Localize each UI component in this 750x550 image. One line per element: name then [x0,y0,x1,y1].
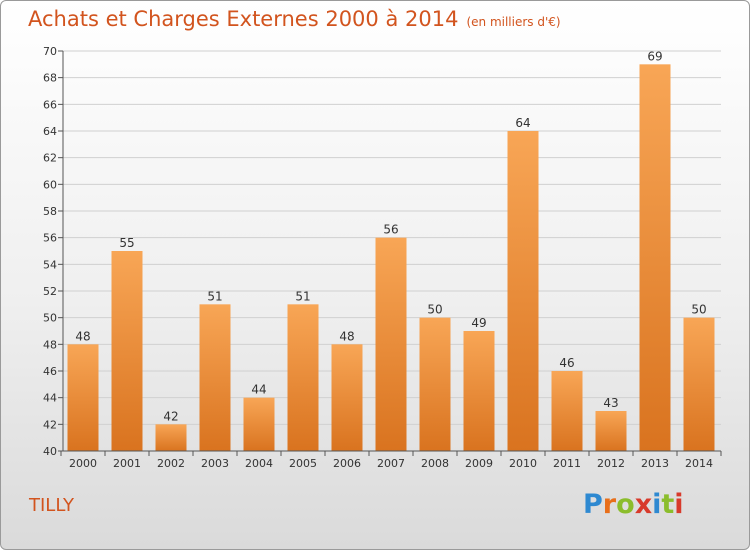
logo-letter: i [674,489,684,520]
y-tick-label: 56 [43,232,57,245]
bar-value-label: 69 [647,49,662,63]
bar [243,397,275,451]
logo-letter: i [652,489,662,520]
bar-value-label: 48 [339,329,354,343]
bar [287,304,319,451]
chart-title: Achats et Charges Externes 2000 à 2014 (e… [28,7,561,31]
y-tick-label: 50 [43,312,57,325]
y-tick-label: 48 [43,338,57,351]
logo-letter: x [634,489,653,520]
bar-value-label: 50 [427,303,442,317]
bar [639,64,671,452]
bar [67,344,99,451]
bar-value-label: 56 [383,223,398,237]
bar [507,131,539,451]
x-tick-label: 2009 [465,457,493,470]
y-tick-label: 70 [43,45,57,58]
bar-value-label: 44 [251,383,266,397]
logo-letter: t [661,489,675,520]
y-tick-label: 40 [43,445,57,458]
x-tick-label: 2000 [69,457,97,470]
bar [331,344,363,451]
chart-title-text: Achats et Charges Externes 2000 à 2014 [28,7,459,31]
x-tick-label: 2013 [641,457,669,470]
x-tick-label: 2002 [157,457,185,470]
bar-value-label: 48 [75,329,90,343]
city-name: TILLY [29,495,74,516]
bar [419,317,451,451]
bar-value-label: 51 [207,289,222,303]
bar-value-label: 43 [603,396,618,410]
bar [595,411,627,451]
bar-value-label: 55 [119,236,134,250]
x-axis: 2000 2001 2002 2003 2004 2005 2006 2007 2008 2009… [60,450,722,470]
y-tick-label: 42 [43,418,57,431]
logo-letter: P [583,489,603,520]
chart-subtitle: (en milliers d'€) [466,15,561,29]
bar [375,237,407,451]
x-tick-label: 2004 [245,457,273,470]
y-tick-label: 44 [43,392,57,405]
y-tick-label: 66 [43,98,57,111]
y-tick-label: 68 [43,72,57,85]
y-tick-label: 46 [43,365,57,378]
y-tick-label: 54 [43,258,57,271]
logo-letter: o [616,489,635,520]
bar [199,304,231,451]
y-tick-label: 52 [43,285,57,298]
bar [551,371,583,451]
x-tick-label: 2012 [597,457,625,470]
bar-value-label: 46 [559,356,574,370]
x-tick-label: 2011 [553,457,581,470]
bars: 48 55 42 51 44 51 48 56 50 49 64 46 43 69 50 [67,49,715,452]
x-tick-label: 2006 [333,457,361,470]
bar-value-label: 64 [515,116,530,130]
bar [683,317,715,451]
x-tick-label: 2001 [113,457,141,470]
bar-value-label: 51 [295,289,310,303]
y-tick-label: 62 [43,152,57,165]
y-tick-label: 60 [43,178,57,191]
logo-letter: r [602,489,617,520]
y-axis: 40 42 44 46 48 50 52 54 56 58 60 62 64 66 68 70 [43,45,64,458]
y-tick-label: 58 [43,205,57,218]
x-tick-label: 2010 [509,457,537,470]
proxiti-logo: Proxiti [583,489,684,520]
bar-value-label: 50 [691,303,706,317]
x-tick-label: 2003 [201,457,229,470]
x-tick-label: 2007 [377,457,405,470]
x-tick-label: 2014 [685,457,713,470]
y-tick-label: 64 [43,125,57,138]
x-tick-label: 2008 [421,457,449,470]
bar-value-label: 49 [471,316,486,330]
bar-value-label: 42 [163,409,178,423]
bar [111,251,143,451]
bar [463,331,495,451]
x-tick-label: 2005 [289,457,317,470]
bar [155,424,187,451]
